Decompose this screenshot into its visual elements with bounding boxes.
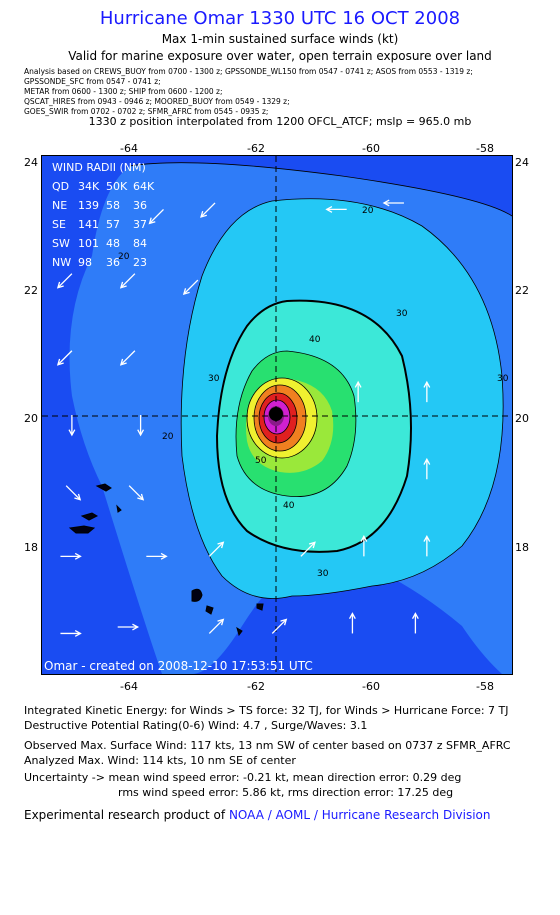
wind-vector-arrow: [60, 630, 82, 637]
wind-vector-arrow: [271, 618, 288, 634]
wind-vector-arrow: [65, 485, 82, 501]
wind-field-map: 20 20 20 30 30 30 30 40 40 50 WIND RADII…: [41, 155, 513, 675]
wind-radii-row: NE 139 58 36: [52, 199, 147, 212]
lat-tick-label: 18: [24, 541, 38, 554]
wind-radii-row: NW 98 36 23: [52, 256, 147, 269]
wind-vector-arrow: [56, 273, 73, 289]
ike-info: Integrated Kinetic Energy: for Winds > T…: [24, 704, 509, 717]
observed-max-wind: Observed Max. Surface Wind: 117 kts, 13 …: [24, 739, 511, 752]
analysis-sources-line: GOES_SWIR from 0702 - 0702 z; SFMR_AFRC …: [24, 107, 269, 116]
uncertainty-mean: Uncertainty -> mean wind speed error: -0…: [24, 771, 462, 784]
lon-tick-label: -64: [120, 142, 138, 155]
wind-vector-arrow: [208, 618, 225, 634]
wind-vector-arrow: [137, 415, 145, 437]
wind-vector-arrow: [300, 541, 316, 557]
position-interpolation-note: 1330 z position interpolated from 1200 O…: [88, 115, 472, 128]
wind-vector-arrow: [423, 534, 431, 557]
wind-vector-arrow: [56, 350, 73, 366]
wind-vector-arrow: [117, 623, 140, 631]
lat-tick-label: 24: [24, 156, 38, 169]
wind-radii-header: QD 34K 50K 64K: [52, 180, 155, 193]
hrd-link[interactable]: NOAA / AOML / Hurricane Research Divisio…: [228, 808, 491, 822]
map-title: Hurricane Omar 1330 UTC 16 OCT 2008: [99, 8, 461, 29]
wind-vector-arrow: [382, 199, 404, 207]
lat-tick-label: 20: [24, 412, 38, 425]
contour-label: 50: [255, 456, 267, 466]
analysis-sources-line: QSCAT_HIRES from 0943 - 0946 z; MOORED_B…: [24, 97, 290, 106]
contour-label: 20: [162, 432, 174, 442]
lon-tick-label: -60: [362, 680, 380, 693]
storm-center-marker: [269, 407, 283, 421]
wind-vector-arrow: [146, 552, 168, 560]
wind-vector-arrow: [348, 612, 356, 634]
caribbean-islands: [68, 483, 264, 637]
wind-vector-arrow: [60, 552, 82, 560]
lon-tick-label: -60: [362, 142, 380, 155]
lat-tick-label: 22: [515, 284, 529, 297]
wind-vector-arrow: [128, 485, 145, 501]
product-credit: Experimental research product of NOAA / …: [24, 808, 491, 822]
wind-vector-arrow: [200, 202, 216, 218]
contour-label: 30: [396, 309, 408, 319]
wind-vector-arrow: [119, 273, 136, 289]
contour-label: 30: [497, 374, 509, 384]
wind-vector-arrow: [325, 205, 347, 213]
lon-tick-label: -58: [476, 142, 494, 155]
map-subtitle-wind-type: Max 1-min sustained surface winds (kt): [161, 32, 399, 46]
creation-credit: Omar - created on 2008-12-10 17:53:51 UT…: [44, 659, 313, 673]
contour-label: 40: [283, 501, 295, 511]
lon-tick-label: -62: [247, 680, 265, 693]
wind-vectors: [56, 199, 431, 637]
map-subtitle-exposure: Valid for marine exposure over water, op…: [68, 49, 492, 63]
wind-vector-arrow: [208, 541, 225, 557]
uncertainty-rms: rms wind speed error: 5.86 kt, rms direc…: [118, 786, 454, 799]
analysis-sources-line: GPSSONDE_SFC from 0547 - 0741 z;: [24, 77, 161, 86]
wind-radii-row: SE 141 57 37: [52, 218, 147, 231]
lon-tick-label: -62: [247, 142, 265, 155]
wind-vector-arrow: [360, 534, 368, 557]
wind-vector-arrow: [68, 415, 76, 437]
analysis-sources-line: METAR from 0600 - 1300 z; SHIP from 0600…: [24, 87, 223, 96]
wind-radii-row: SW 101 48 84: [52, 237, 147, 250]
contour-label: 30: [317, 569, 329, 579]
wind-vector-arrow: [148, 208, 164, 225]
destructive-potential-info: Destructive Potential Rating(0-6) Wind: …: [24, 719, 368, 732]
wind-vector-arrow: [411, 612, 419, 634]
wind-vector-arrow: [423, 457, 431, 480]
analysis-sources-line: Analysis based on CREWS_BUOY from 0700 -…: [24, 67, 473, 76]
isotach-lines: [129, 162, 512, 599]
product-credit-prefix: Experimental research product of: [24, 808, 226, 822]
contour-labels: 20 20 20 30 30 30 30 40 40 50: [118, 206, 509, 579]
analyzed-max-wind: Analyzed Max. Wind: 114 kts, 10 nm SE of…: [24, 754, 296, 767]
contour-label: 30: [208, 374, 220, 384]
wind-radii-title: WIND RADII (NM): [52, 161, 146, 174]
wind-vector-arrow: [119, 350, 136, 366]
wind-vector-arrow: [182, 279, 199, 296]
wind-radii-table: WIND RADII (NM) QD 34K 50K 64K NE 139 58 36 SE…: [52, 158, 159, 272]
wind-vector-arrow: [423, 380, 431, 403]
lon-tick-label: -64: [120, 680, 138, 693]
wind-contour-plot: 20 20 20 30 30 30 30 40 40 50: [42, 156, 512, 674]
lat-tick-label: 20: [515, 412, 529, 425]
contour-label: 20: [362, 206, 374, 216]
contour-label: 40: [309, 335, 321, 345]
lat-tick-label: 24: [515, 156, 529, 169]
lat-tick-label: 22: [24, 284, 38, 297]
lon-tick-label: -58: [476, 680, 494, 693]
contour-label: 20: [118, 252, 130, 262]
wind-vector-arrow: [354, 380, 362, 403]
lat-tick-label: 18: [515, 541, 529, 554]
